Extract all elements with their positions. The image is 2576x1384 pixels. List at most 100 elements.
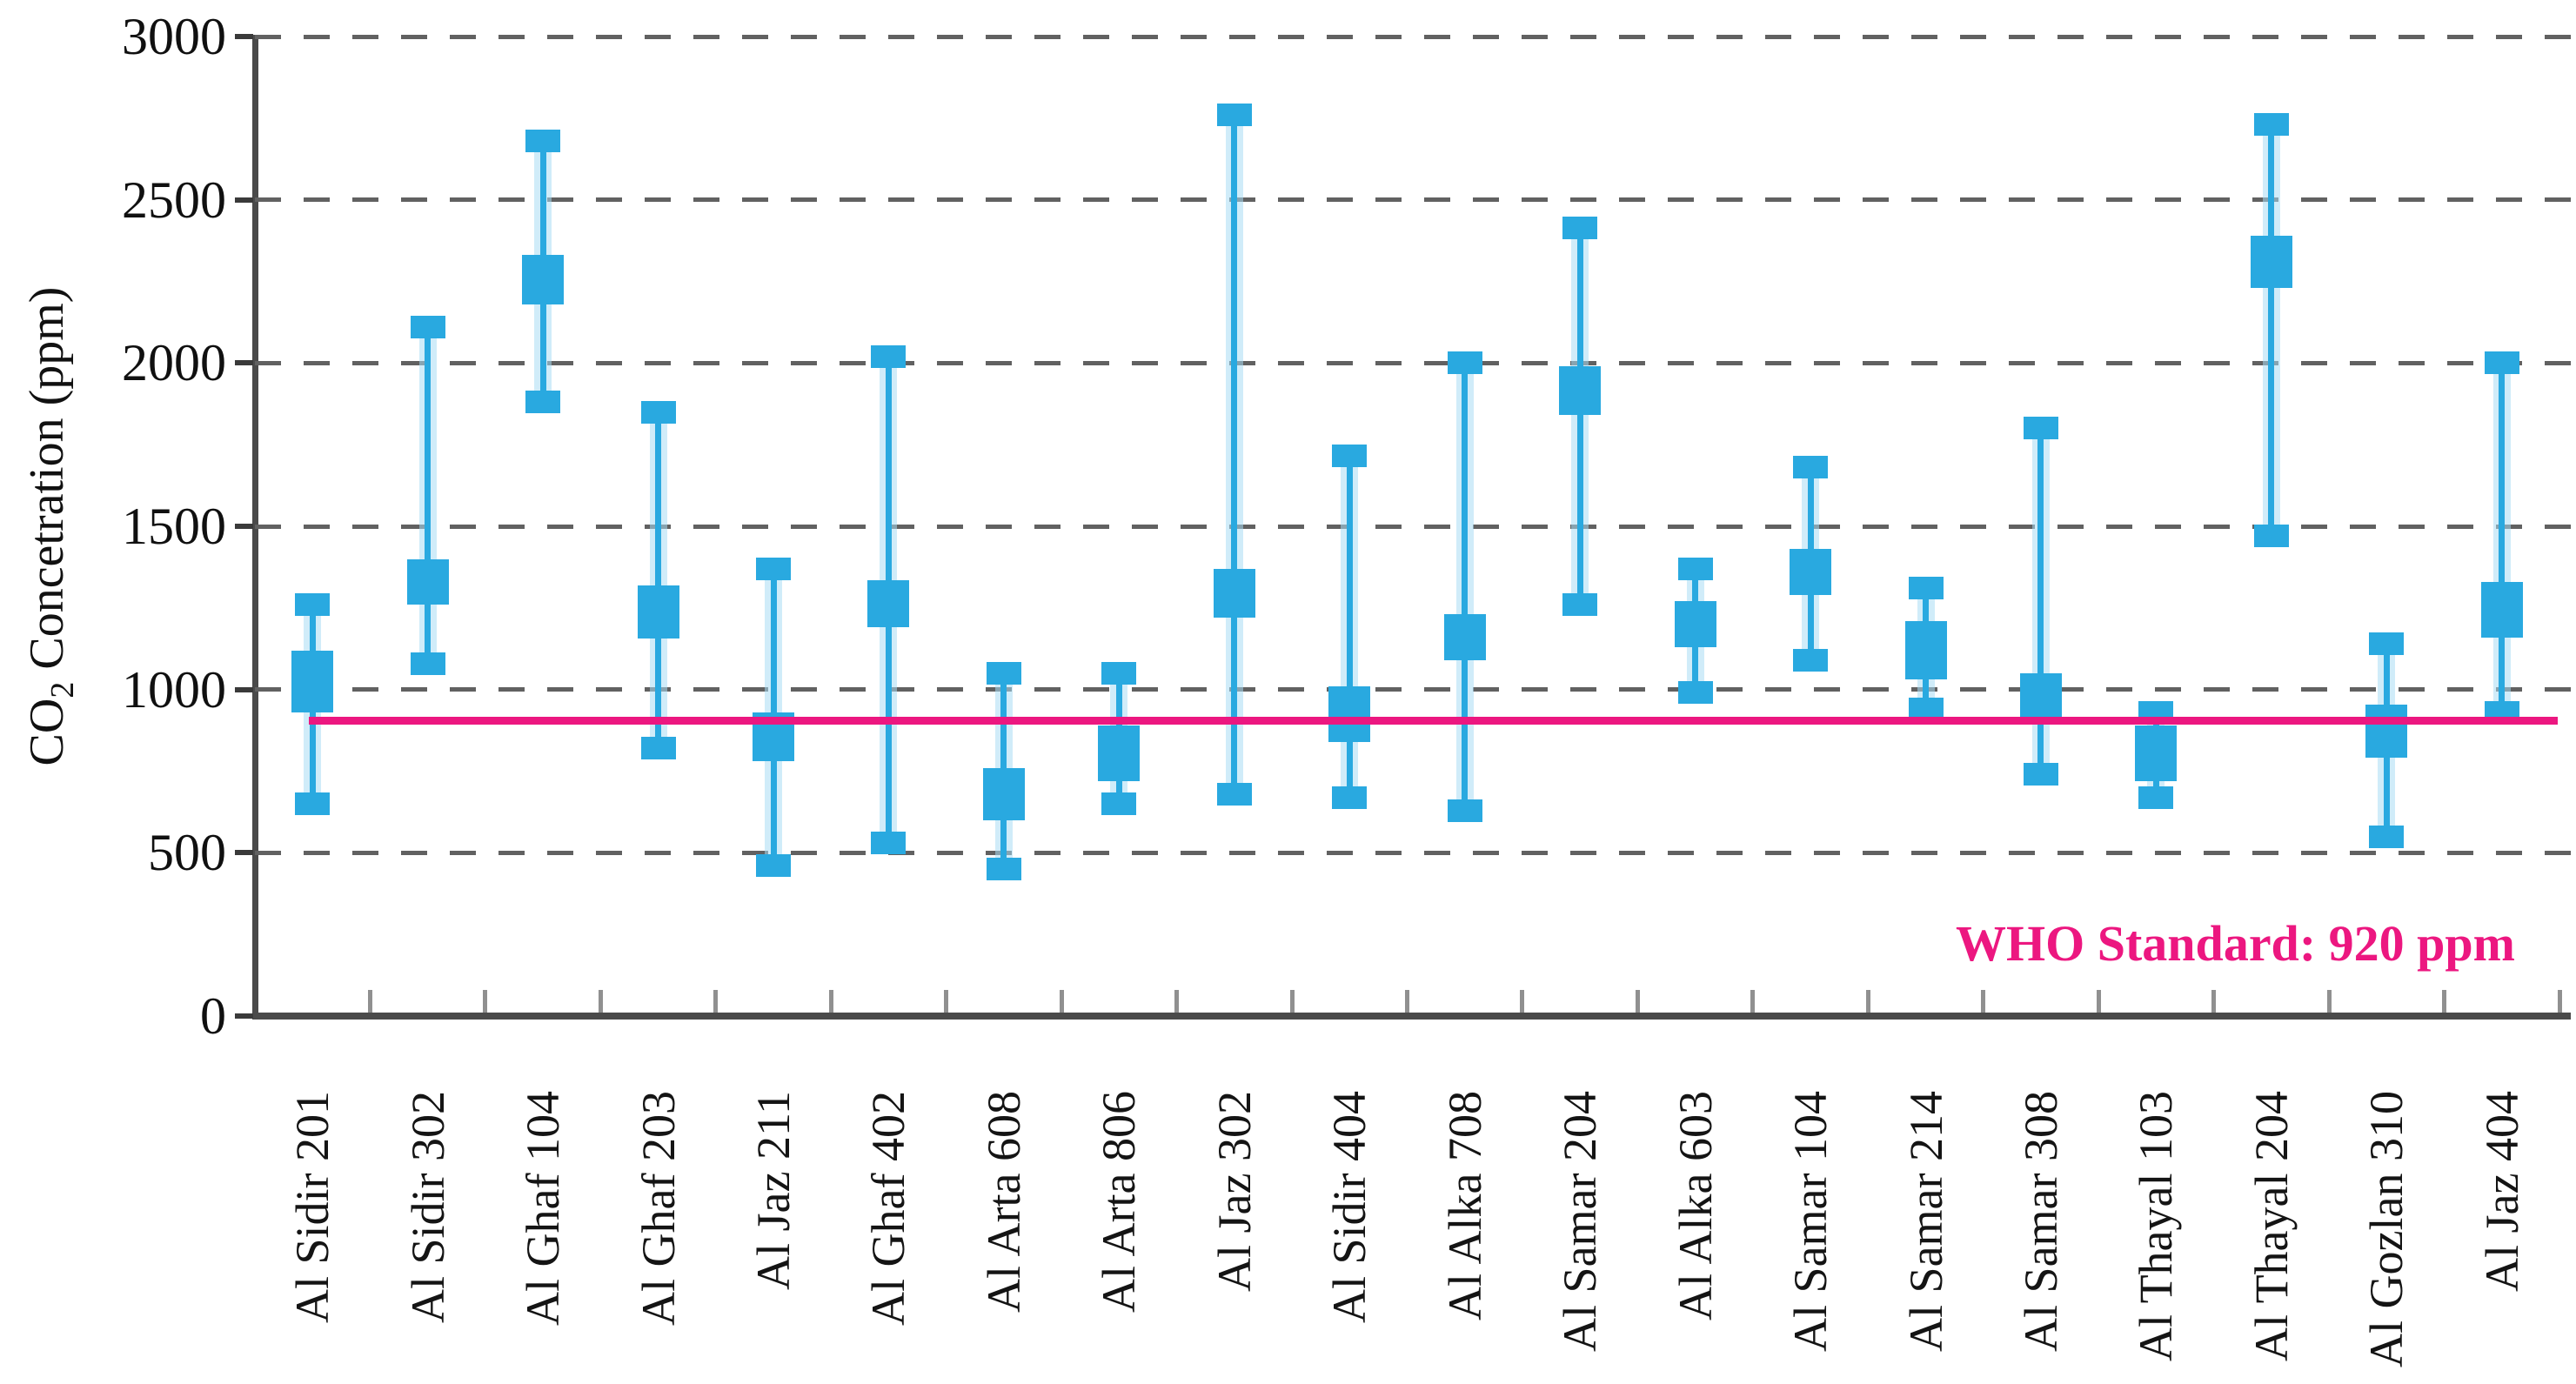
series-al-jaz-302-range-line — [1231, 115, 1238, 794]
series-al-sidir-404-range-line — [1346, 456, 1353, 798]
series-al-jaz-302-min-marker — [1216, 782, 1252, 806]
series-al-samar-308-range-line — [2037, 428, 2044, 775]
series-al-sidir-201-min-marker — [295, 792, 331, 816]
x-label-al-samar-308: Al Samar 308 — [2014, 1091, 2067, 1352]
x-tick-mark-9 — [1289, 990, 1295, 1013]
series-al-ghaf-203-range-line — [655, 411, 662, 749]
series-al-samar-204-range-line — [1576, 227, 1583, 605]
x-tick-mark-20 — [2557, 990, 2562, 1013]
series-al-arta-608-max-marker — [986, 661, 1021, 685]
x-tick-mark-12 — [1635, 990, 1640, 1013]
x-tick-mark-2 — [483, 990, 488, 1013]
series-al-sidir-302-max-marker — [410, 316, 445, 339]
series-al-jaz-404-mid-box — [2480, 581, 2523, 638]
series-al-ghaf-104-min-marker — [525, 391, 561, 414]
x-label-al-arta-806: Al Arta 806 — [1093, 1091, 1146, 1313]
series-al-samar-104-mid-box — [1790, 549, 1832, 595]
y-tick-mark-1500 — [235, 524, 253, 529]
series-al-thayal-204-min-marker — [2253, 525, 2289, 548]
series-al-ghaf-104-mid-box — [522, 255, 565, 304]
series-al-alka-708-range-line — [1462, 363, 1469, 811]
x-tick-mark-17 — [2211, 990, 2217, 1013]
x-tick-mark-19 — [2442, 990, 2447, 1013]
series-al-alka-603-min-marker — [1677, 681, 1713, 705]
y-tick-label-3000: 3000 — [122, 8, 226, 65]
y-tick-mark-3000 — [235, 34, 253, 39]
x-label-al-alka-603: Al Alka 603 — [1669, 1091, 1722, 1320]
x-tick-mark-16 — [2096, 990, 2101, 1013]
y-tick-label-500: 500 — [148, 824, 226, 882]
series-al-arta-608-min-marker — [986, 858, 1021, 881]
x-label-al-jaz-211: Al Jaz 211 — [747, 1091, 800, 1290]
series-al-sidir-302-mid-box — [406, 558, 449, 605]
series-al-jaz-302-mid-box — [1213, 568, 1255, 618]
series-al-sidir-404-mid-box — [1328, 685, 1371, 742]
x-label-al-samar-104: Al Samar 104 — [1784, 1091, 1837, 1352]
x-label-al-sidir-302: Al Sidir 302 — [401, 1091, 454, 1324]
who-standard-label: WHO Standard: 920 ppm — [1956, 915, 2515, 972]
series-al-samar-104-max-marker — [1793, 456, 1829, 479]
series-al-samar-308-min-marker — [2023, 763, 2058, 786]
x-tick-mark-11 — [1520, 990, 1525, 1013]
y-tick-label-1000: 1000 — [122, 660, 226, 719]
series-al-samar-308-max-marker — [2023, 417, 2058, 440]
series-al-sidir-302-range-line — [425, 327, 432, 664]
series-al-thayal-103-mid-box — [2135, 725, 2178, 781]
series-al-ghaf-203-min-marker — [640, 737, 676, 760]
series-al-jaz-211-max-marker — [756, 557, 792, 580]
series-al-thayal-204-max-marker — [2253, 113, 2289, 137]
x-axis-line — [252, 1013, 2571, 1020]
series-al-alka-708-mid-box — [1443, 614, 1486, 660]
x-tick-mark-3 — [598, 990, 603, 1013]
y-tick-label-1500: 1500 — [122, 498, 226, 555]
series-al-sidir-404-min-marker — [1332, 786, 1368, 809]
series-al-arta-806-mid-box — [1098, 725, 1141, 781]
series-al-sidir-404-max-marker — [1332, 445, 1368, 468]
x-tick-mark-15 — [1981, 990, 1986, 1013]
series-al-jaz-211-min-marker — [756, 854, 792, 878]
series-al-alka-603-mid-box — [1674, 601, 1716, 647]
x-tick-mark-10 — [1405, 990, 1409, 1013]
x-tick-mark-5 — [828, 990, 833, 1013]
y-tick-mark-0 — [235, 1013, 253, 1019]
series-al-ghaf-402-mid-box — [867, 579, 910, 628]
x-label-al-samar-214: Al Samar 214 — [1899, 1091, 1952, 1352]
y-tick-label-2000: 2000 — [122, 334, 226, 392]
x-label-al-sidir-404: Al Sidir 404 — [1323, 1091, 1376, 1324]
x-label-al-ghaf-203: Al Ghaf 203 — [632, 1091, 685, 1326]
x-tick-mark-4 — [713, 990, 719, 1013]
series-al-gozlan-310-min-marker — [2369, 825, 2405, 848]
x-label-al-thayal-204: Al Thayal 204 — [2245, 1091, 2298, 1361]
x-label-al-gozlan-310: Al Gozlan 310 — [2360, 1091, 2413, 1367]
x-tick-mark-6 — [944, 990, 949, 1013]
x-label-al-sidir-201: Al Sidir 201 — [286, 1091, 339, 1324]
series-al-samar-308-mid-box — [2019, 672, 2062, 723]
series-al-samar-204-min-marker — [1562, 593, 1598, 617]
series-al-gozlan-310-max-marker — [2369, 632, 2405, 656]
series-al-ghaf-402-min-marker — [871, 832, 907, 855]
who-standard-line — [309, 716, 2558, 725]
series-al-alka-708-max-marker — [1447, 351, 1482, 375]
series-al-samar-204-mid-box — [1559, 366, 1602, 416]
series-al-sidir-201-max-marker — [295, 593, 331, 617]
series-al-arta-806-max-marker — [1101, 661, 1137, 685]
x-tick-mark-8 — [1174, 990, 1180, 1013]
series-al-gozlan-310-mid-box — [2365, 704, 2408, 759]
x-tick-mark-7 — [1059, 990, 1064, 1013]
x-label-al-thayal-103: Al Thayal 103 — [2130, 1091, 2183, 1361]
series-al-jaz-404-max-marker — [2484, 351, 2519, 375]
y-tick-label-2500: 2500 — [122, 170, 226, 229]
x-label-al-jaz-404: Al Jaz 404 — [2475, 1091, 2528, 1292]
series-al-alka-708-min-marker — [1447, 799, 1482, 822]
series-al-sidir-201-mid-box — [291, 650, 334, 712]
gridline-1500 — [255, 524, 2571, 529]
x-label-al-jaz-302: Al Jaz 302 — [1208, 1091, 1261, 1292]
x-tick-mark-1 — [367, 990, 372, 1013]
y-tick-mark-1000 — [235, 686, 253, 692]
x-tick-mark-18 — [2326, 990, 2332, 1013]
series-al-ghaf-203-max-marker — [640, 400, 676, 424]
gridline-2500 — [255, 197, 2571, 203]
series-al-ghaf-203-mid-box — [637, 585, 679, 639]
series-al-samar-104-min-marker — [1793, 648, 1829, 672]
